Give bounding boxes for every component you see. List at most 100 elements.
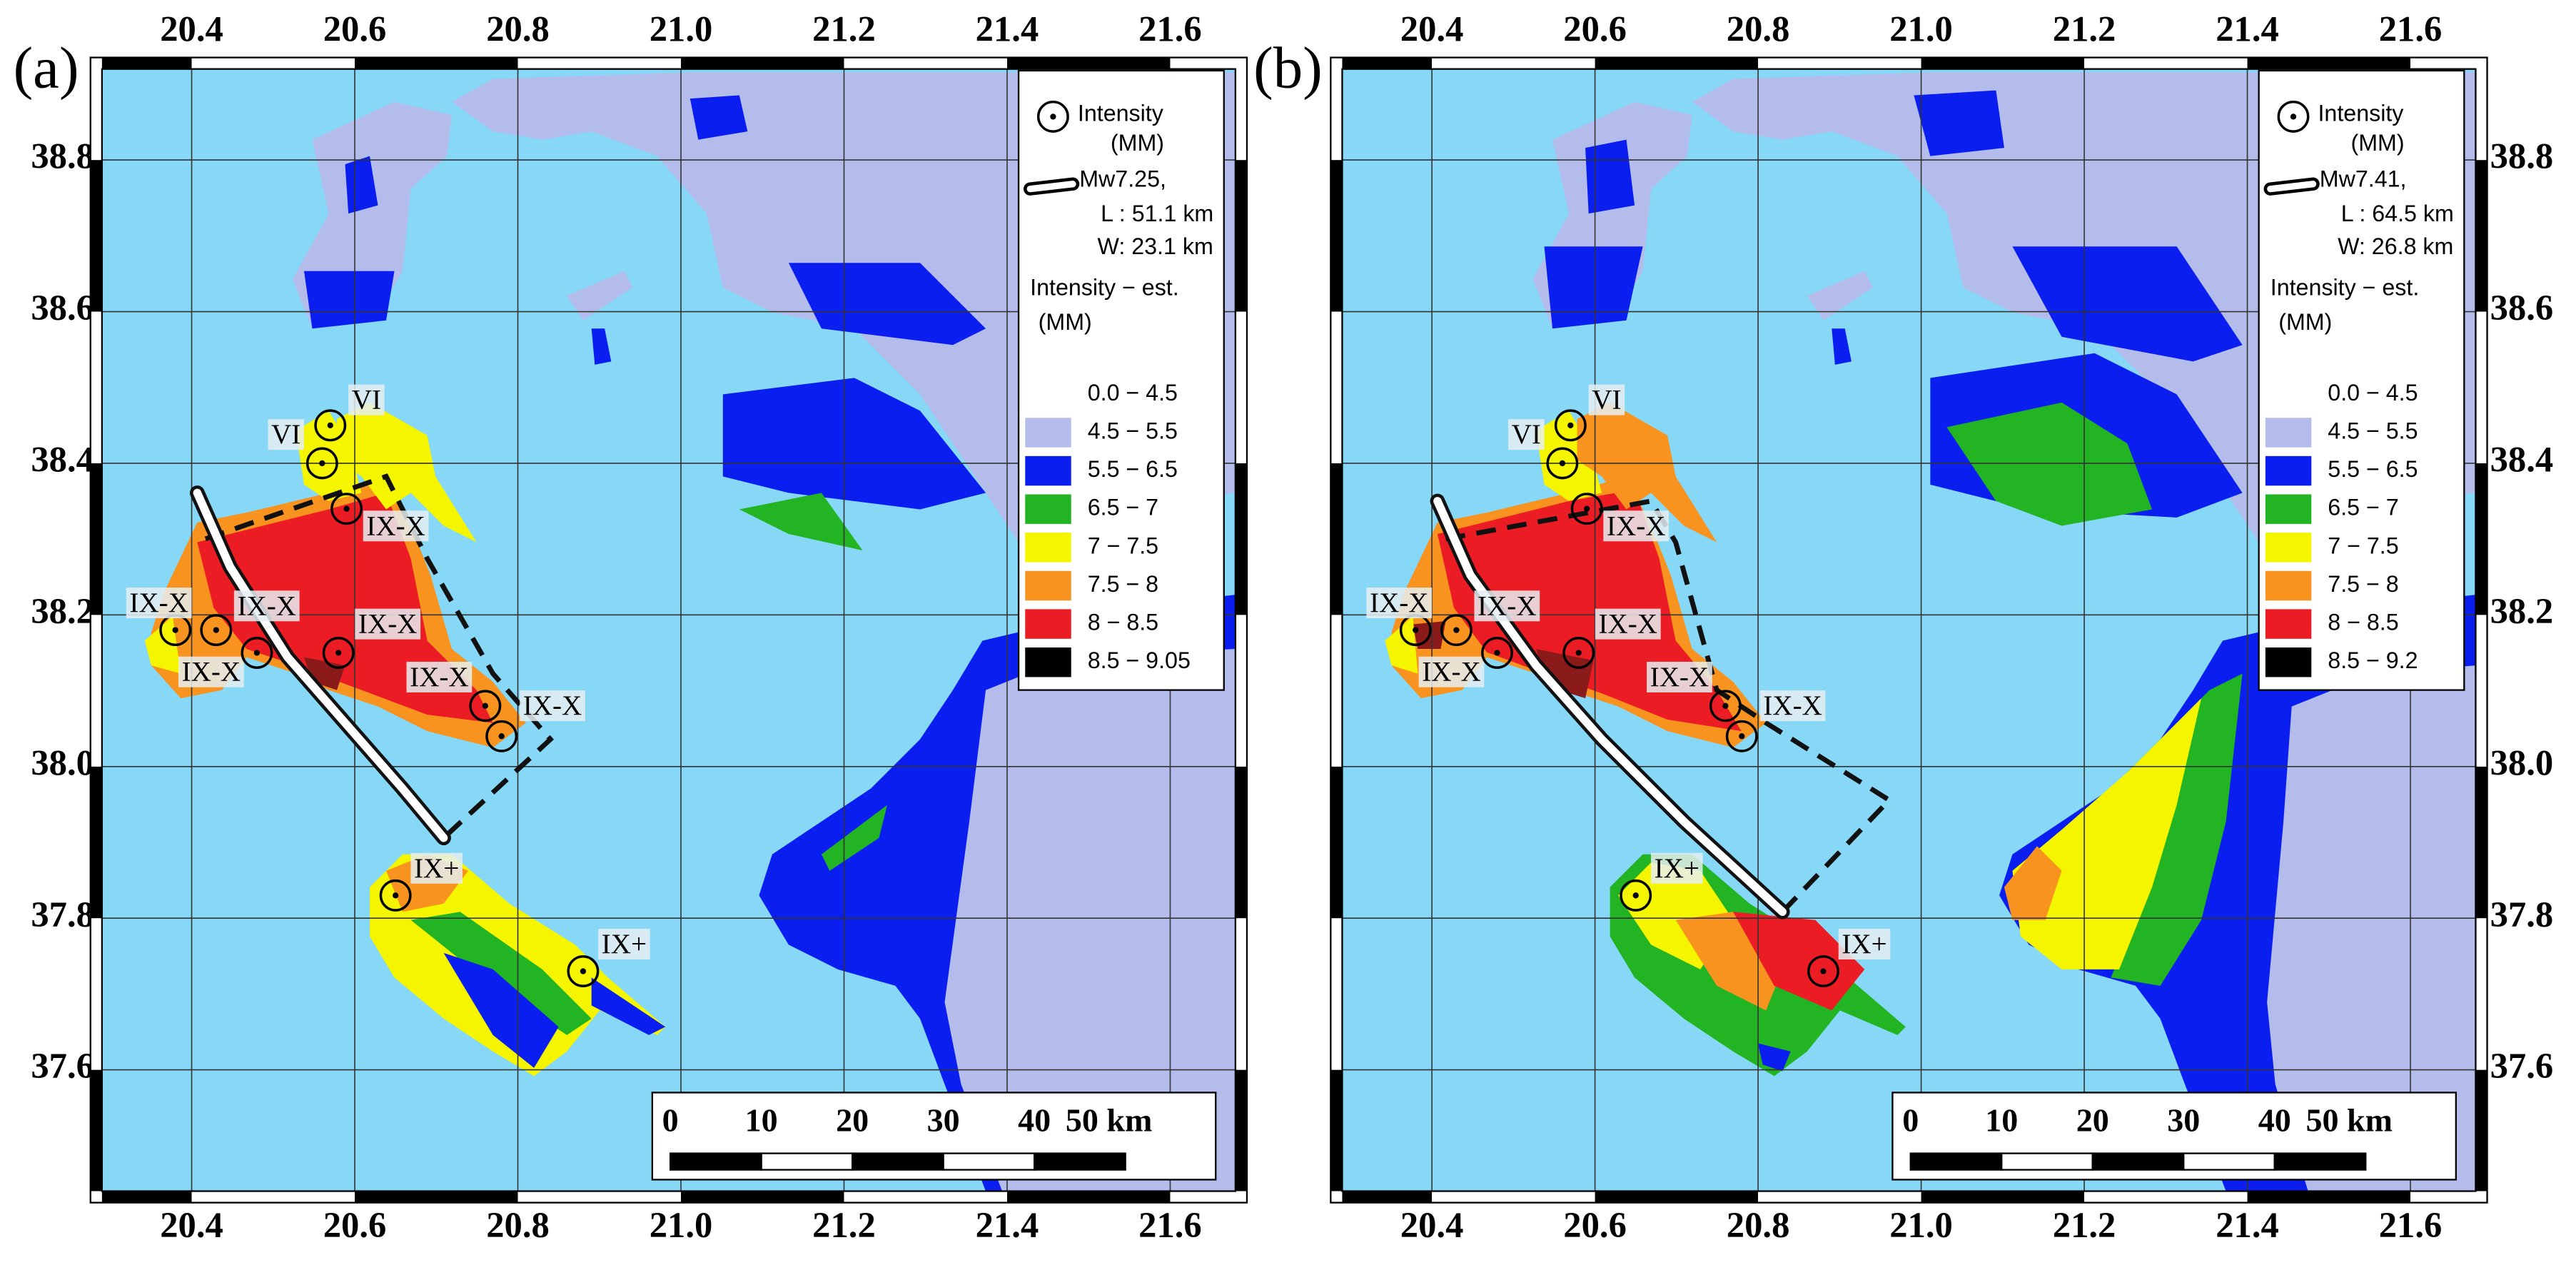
legend-label: 5.5 − 6.5 <box>2328 456 2418 482</box>
fault-trace <box>1433 497 1787 917</box>
frame-band <box>1330 766 1343 919</box>
legend-label: 6.5 − 7 <box>2328 495 2398 520</box>
frame-band <box>1758 1191 1921 1203</box>
site-label: IX-X <box>358 609 418 640</box>
site-label-bg <box>363 510 429 542</box>
frame-band <box>90 766 102 919</box>
legend-label: 6.5 − 7 <box>1088 495 1158 520</box>
peloponnese-inner <box>944 649 1236 1191</box>
legend-text: (MM) <box>2351 130 2405 156</box>
x-tick-label: 21.6 <box>1138 9 1202 49</box>
legend-label: 8.5 − 9.05 <box>1088 647 1191 673</box>
y-tick-label: 38.0 <box>31 742 94 782</box>
legend-text: W: 23.1 km <box>1098 233 1213 259</box>
legend-site-symbol <box>1036 100 1069 133</box>
legend-text: Intensity <box>2318 101 2404 126</box>
site-dot <box>1820 968 1827 974</box>
x-tick-label: 21.2 <box>2053 1205 2116 1245</box>
frame-band <box>2084 57 2248 69</box>
scale-label: 20 <box>836 1102 869 1139</box>
scale-label: 50 km <box>2305 1102 2392 1139</box>
peloponnese-inner <box>2267 665 2476 1191</box>
y-tick-label: 37.6 <box>2490 1046 2554 1086</box>
site-marker <box>1725 720 1758 752</box>
ithaca <box>1577 402 1717 543</box>
site-label-bg <box>1650 852 1703 884</box>
scale-segment <box>1034 1152 1126 1171</box>
site-marker <box>1481 637 1513 669</box>
frame <box>1341 68 2477 1192</box>
legend-site-dot <box>1050 114 1056 120</box>
legend-fault <box>1026 181 1076 193</box>
frame-band <box>1235 918 1247 1070</box>
scale-segment <box>760 1152 854 1171</box>
legend-site-symbol <box>2277 100 2310 133</box>
frame <box>89 56 1248 1204</box>
frame-band <box>1235 160 1247 312</box>
x-tick-label: 20.6 <box>323 9 387 49</box>
legend-swatch <box>1025 609 1071 639</box>
x-tick-label: 20.6 <box>1563 9 1627 49</box>
x-tick-label: 20.8 <box>1727 9 1790 49</box>
site-label-bg <box>598 928 650 959</box>
site-marker <box>469 690 502 722</box>
site-label: IX-X <box>1599 609 1658 640</box>
zone-yellow <box>1385 410 1602 674</box>
legend-swatch <box>1025 647 1071 677</box>
legend-swatch <box>2265 533 2312 563</box>
legend-title: (MM) <box>1039 309 1092 335</box>
site-marker <box>314 409 347 442</box>
site-label: IX-X <box>237 590 296 621</box>
overlays: (b) 20.4 20.4 20.6 20.6 20.8 20.8 21.0 21.0 21.2 2… <box>1253 9 2553 1245</box>
site-marker <box>200 614 233 647</box>
site-label-bg <box>1838 928 1891 959</box>
frame-band <box>844 57 1007 69</box>
site-label: IX-X <box>1370 588 1429 618</box>
scale-segment <box>942 1152 1036 1171</box>
legend-label: 7 − 7.5 <box>2328 533 2398 558</box>
x-tick-label: 21.6 <box>2379 9 2443 49</box>
scale-segment <box>670 1152 762 1171</box>
site-marker <box>1807 955 1839 987</box>
frame-band <box>1758 57 1921 69</box>
site-dot <box>213 627 219 633</box>
frame-band <box>1235 69 1247 161</box>
frame-band <box>1235 463 1247 615</box>
x-tick-label: 20.4 <box>1400 1205 1464 1245</box>
panel-b: VI VI IX-X IX-X IX-X IX-X IX-X IX-X IX-X IX+ IX+ (… <box>1253 9 2553 1245</box>
site-label: VI <box>352 385 381 415</box>
scale-label: 30 <box>2167 1102 2200 1139</box>
site-dot <box>1632 892 1639 899</box>
site-label-bg <box>520 690 585 722</box>
frame-band <box>681 57 844 69</box>
frame-band <box>1170 57 1236 69</box>
site-marker <box>1570 493 1603 525</box>
scale-segment <box>2001 1152 2093 1171</box>
site-dot <box>1567 422 1574 428</box>
frame-band <box>2475 766 2487 919</box>
scale-label: 10 <box>1985 1102 2018 1139</box>
panel-a: VI VI IX-X IX-X IX-X IX-X IX-X IX-X IX-X IX+ IX+ (… <box>14 9 1248 1245</box>
scale-label: 40 <box>1018 1102 1051 1139</box>
site-dot <box>1494 650 1500 656</box>
site-marker <box>567 955 600 987</box>
frame-band <box>1330 615 1343 767</box>
site-label: IX-X <box>1607 510 1666 541</box>
frame-band <box>1342 57 1433 69</box>
zone-orange <box>2004 846 2062 920</box>
site-dot <box>1453 627 1460 633</box>
site-label: IX+ <box>602 929 647 959</box>
frame-band <box>2475 1069 2487 1191</box>
scale-label: 20 <box>2076 1102 2109 1139</box>
site-marker <box>1440 614 1473 647</box>
frame-band <box>90 311 102 463</box>
frame-band <box>1432 57 1595 69</box>
site-marker <box>485 720 518 752</box>
frame-band <box>90 918 102 1070</box>
frame <box>1330 56 2488 1204</box>
scale-segment <box>2091 1152 2185 1171</box>
zone-blue <box>303 95 986 510</box>
site-label-bg <box>410 852 463 884</box>
site-dot <box>1739 733 1745 740</box>
